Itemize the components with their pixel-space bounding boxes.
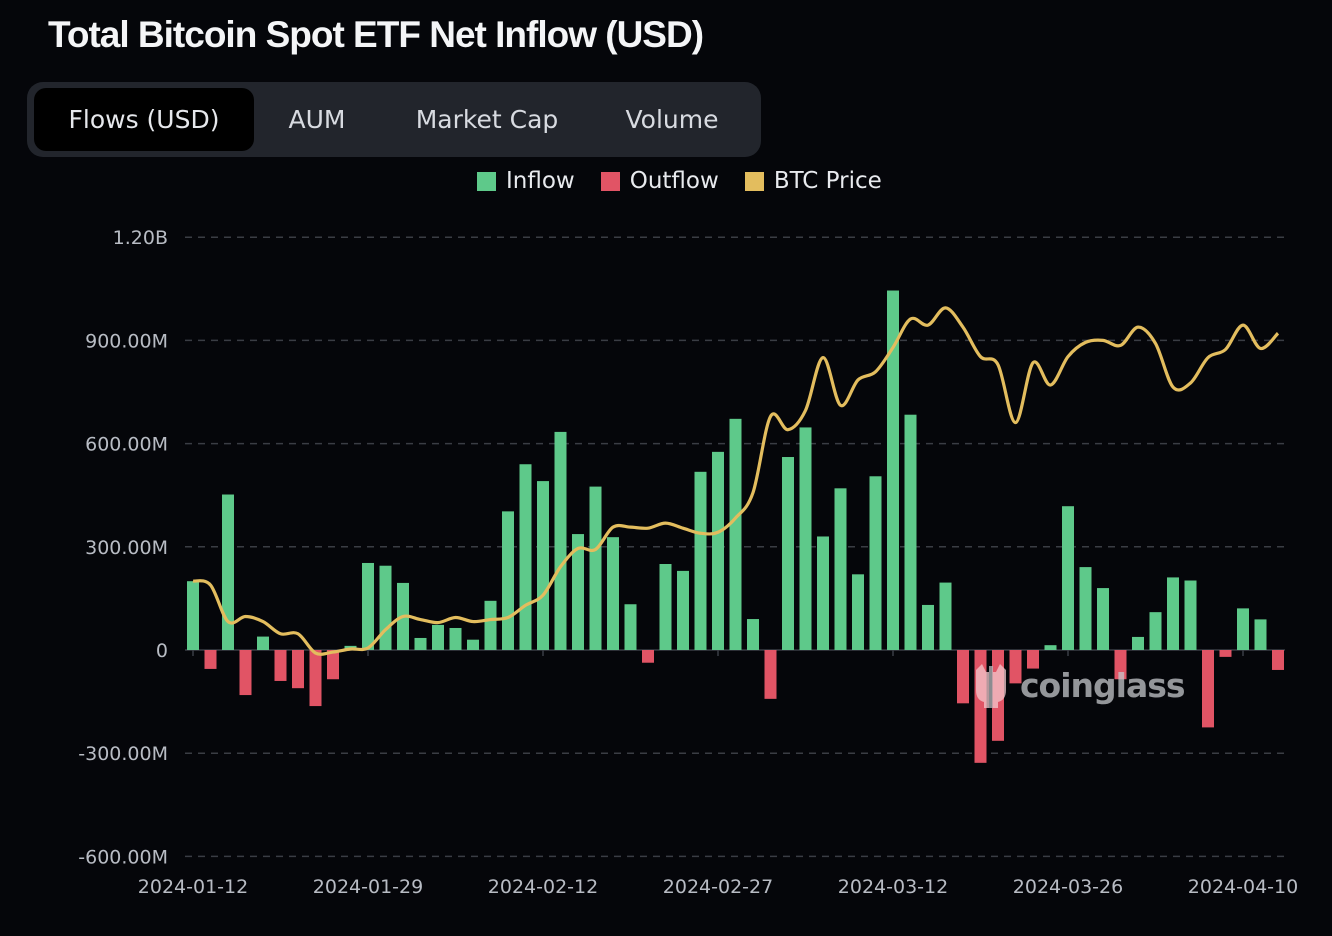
inflow-bar: [817, 536, 829, 650]
legend-btc-price-label: BTC Price: [773, 168, 882, 194]
inflow-bar: [379, 565, 392, 650]
outflow-bar: [204, 650, 217, 669]
x-tick-label: 2024-04-10: [1188, 876, 1298, 898]
outflow-bar: [764, 650, 777, 699]
inflow-bar: [747, 619, 759, 650]
inflow-bar: [887, 290, 899, 650]
inflow-bar: [729, 418, 742, 650]
inflow-bar: [834, 488, 847, 650]
inflow-bar: [904, 414, 917, 650]
inflow-bar: [694, 471, 707, 650]
inflow-bar: [449, 627, 462, 650]
legend-inflow-label: Inflow: [506, 168, 575, 194]
inflow-bar: [869, 476, 882, 650]
inflow-bar: [607, 537, 619, 650]
outflow-bar: [239, 650, 252, 696]
outflow-bar: [1009, 650, 1022, 684]
inflow-bar: [432, 624, 444, 650]
inflow-bar: [922, 604, 934, 650]
chart-legend: Inflow Outflow BTC Price: [477, 168, 882, 194]
y-tick-label: 0: [156, 640, 168, 662]
inflow-bar: [257, 636, 269, 650]
outflow-bar: [327, 650, 339, 680]
inflow-bar: [537, 481, 549, 650]
x-tick-label: 2024-01-29: [313, 876, 423, 898]
inflow-bar: [677, 570, 689, 650]
inflow-bar: [414, 637, 427, 650]
inflow-bar: [362, 562, 374, 650]
tab-market-cap[interactable]: Market Cap: [415, 105, 559, 134]
outflow-bar: [1202, 650, 1214, 728]
inflow-bar: [1254, 619, 1267, 650]
inflow-bar: [1237, 608, 1249, 650]
inflow-bar: [554, 431, 567, 650]
y-tick-label: 900.00M: [85, 330, 168, 352]
coinglass-logo-icon: [976, 664, 1006, 708]
inflow-bar: [799, 427, 812, 650]
inflow-bar: [1167, 577, 1179, 650]
inflow-bar: [467, 639, 479, 650]
y-tick-label: 600.00M: [85, 434, 168, 456]
outflow-bar: [292, 650, 304, 689]
inflow-bar: [659, 564, 672, 650]
inflow-bar: [572, 534, 584, 650]
inflow-bar: [782, 457, 794, 650]
x-tick-label: 2024-02-12: [488, 876, 598, 898]
outflow-bar: [274, 650, 287, 681]
x-axis: 2024-01-12 2024-01-29 2024-02-12 2024-02-27…: [138, 650, 1298, 898]
outflow-bar: [642, 650, 654, 663]
outflow-bar: [1027, 650, 1039, 669]
tab-aum[interactable]: AUM: [288, 105, 346, 134]
outflow-swatch: [600, 171, 620, 191]
page-title: Total Bitcoin Spot ETF Net Inflow (USD): [48, 14, 704, 55]
x-tick-label: 2024-01-12: [138, 876, 248, 898]
inflow-bar: [1097, 588, 1109, 650]
inflow-bar: [1132, 636, 1144, 650]
y-tick-label: -600.00M: [78, 846, 168, 868]
tab-flows[interactable]: Flows (USD): [34, 88, 254, 151]
y-tick-label: 1.20B: [113, 227, 168, 249]
outflow-bar: [1219, 650, 1232, 657]
inflow-bar: [852, 574, 864, 650]
legend-btc-price[interactable]: BTC Price: [744, 168, 882, 194]
outflow-bar: [309, 650, 322, 707]
inflow-bar: [1062, 506, 1074, 650]
watermark-text: coinglass: [1020, 665, 1186, 705]
btc-price-line: [192, 306, 1280, 656]
outflow-bar: [957, 650, 969, 704]
x-tick-label: 2024-03-12: [838, 876, 948, 898]
inflow-bar: [484, 600, 497, 650]
inflow-swatch: [477, 171, 496, 191]
inflow-bar: [519, 464, 532, 650]
inflow-bar: [712, 451, 724, 650]
inflow-bar: [624, 604, 637, 650]
outflow-bar: [1114, 650, 1127, 680]
y-tick-label: -300.00M: [78, 743, 168, 765]
y-tick-label: 300.00M: [85, 537, 168, 559]
inflow-bar: [222, 494, 234, 650]
legend-outflow-label: Outflow: [629, 168, 719, 194]
y-axis: 1.20B 900.00M 600.00M 300.00M 0 -300.00M -600.…: [78, 227, 168, 868]
inflow-bar: [187, 581, 199, 650]
tab-volume[interactable]: Volume: [625, 105, 719, 134]
legend-inflow[interactable]: Inflow: [477, 168, 575, 194]
inflow-bar: [502, 511, 514, 650]
inflow-bar: [1184, 580, 1197, 650]
flow-bars: [187, 290, 1284, 763]
view-tabs: Flows (USD) AUM Market Cap Volume: [27, 82, 761, 157]
inflow-bar: [1149, 612, 1162, 650]
legend-outflow[interactable]: Outflow: [600, 168, 719, 194]
coinglass-watermark: coinglass: [968, 660, 1186, 710]
inflow-bar: [589, 486, 602, 650]
btc-price-swatch: [744, 171, 764, 191]
inflow-bar: [939, 582, 952, 650]
x-tick-label: 2024-02-27: [663, 876, 773, 898]
inflow-bar: [1044, 645, 1057, 650]
inflow-bar: [1079, 567, 1092, 650]
x-tick-label: 2024-03-26: [1013, 876, 1123, 898]
outflow-bar: [1272, 650, 1284, 670]
